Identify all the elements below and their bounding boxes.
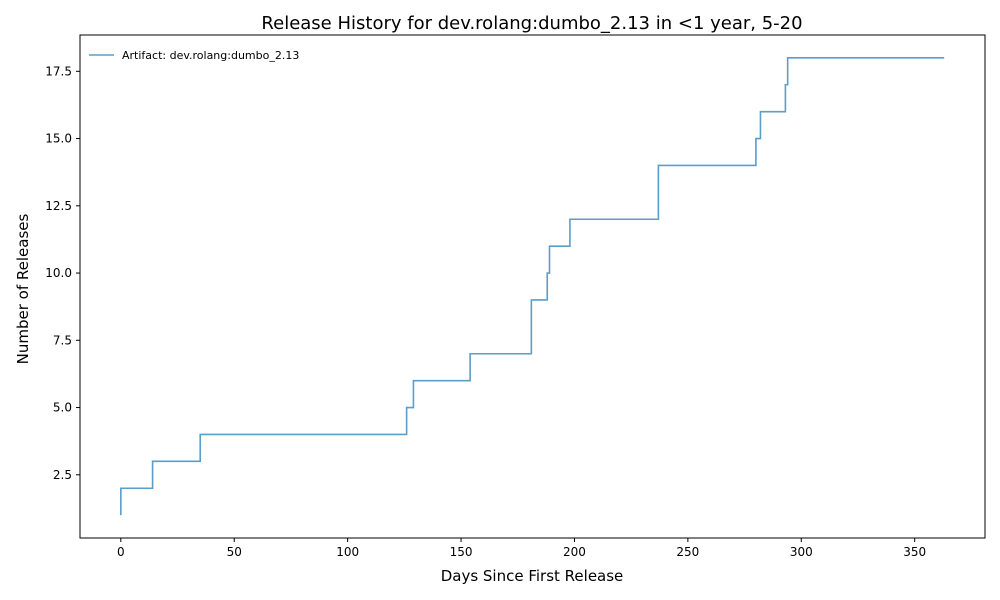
x-tick-label: 350	[903, 545, 926, 559]
legend: Artifact: dev.rolang:dumbo_2.13	[89, 49, 299, 62]
x-tick-label: 300	[790, 545, 813, 559]
y-axis: 2.5 5.0 7.5 10.0 12.5 15.0 17.5	[45, 64, 80, 482]
y-tick-label: 7.5	[53, 333, 72, 347]
y-tick-label: 10.0	[45, 266, 72, 280]
x-tick-label: 250	[676, 545, 699, 559]
series-line-dumbo	[120, 57, 945, 516]
x-tick-label: 100	[336, 545, 359, 559]
x-tick-label: 0	[117, 545, 125, 559]
x-tick-label: 50	[227, 545, 242, 559]
x-axis: 0 50 100 150 200 250 300 350	[117, 538, 926, 559]
x-tick-label: 200	[563, 545, 586, 559]
y-axis-title: Number of Releases	[14, 213, 32, 364]
chart-title: Release History for dev.rolang:dumbo_2.1…	[261, 13, 802, 34]
plot-frame	[79, 34, 986, 539]
y-tick-label: 5.0	[53, 401, 72, 415]
y-tick-label: 15.0	[45, 132, 72, 146]
y-tick-label: 2.5	[53, 468, 72, 482]
y-tick-label: 12.5	[45, 199, 72, 213]
x-axis-title: Days Since First Release	[441, 567, 624, 585]
x-tick-label: 150	[450, 545, 473, 559]
y-tick-label: 17.5	[45, 64, 72, 78]
legend-label: Artifact: dev.rolang:dumbo_2.13	[122, 49, 299, 62]
